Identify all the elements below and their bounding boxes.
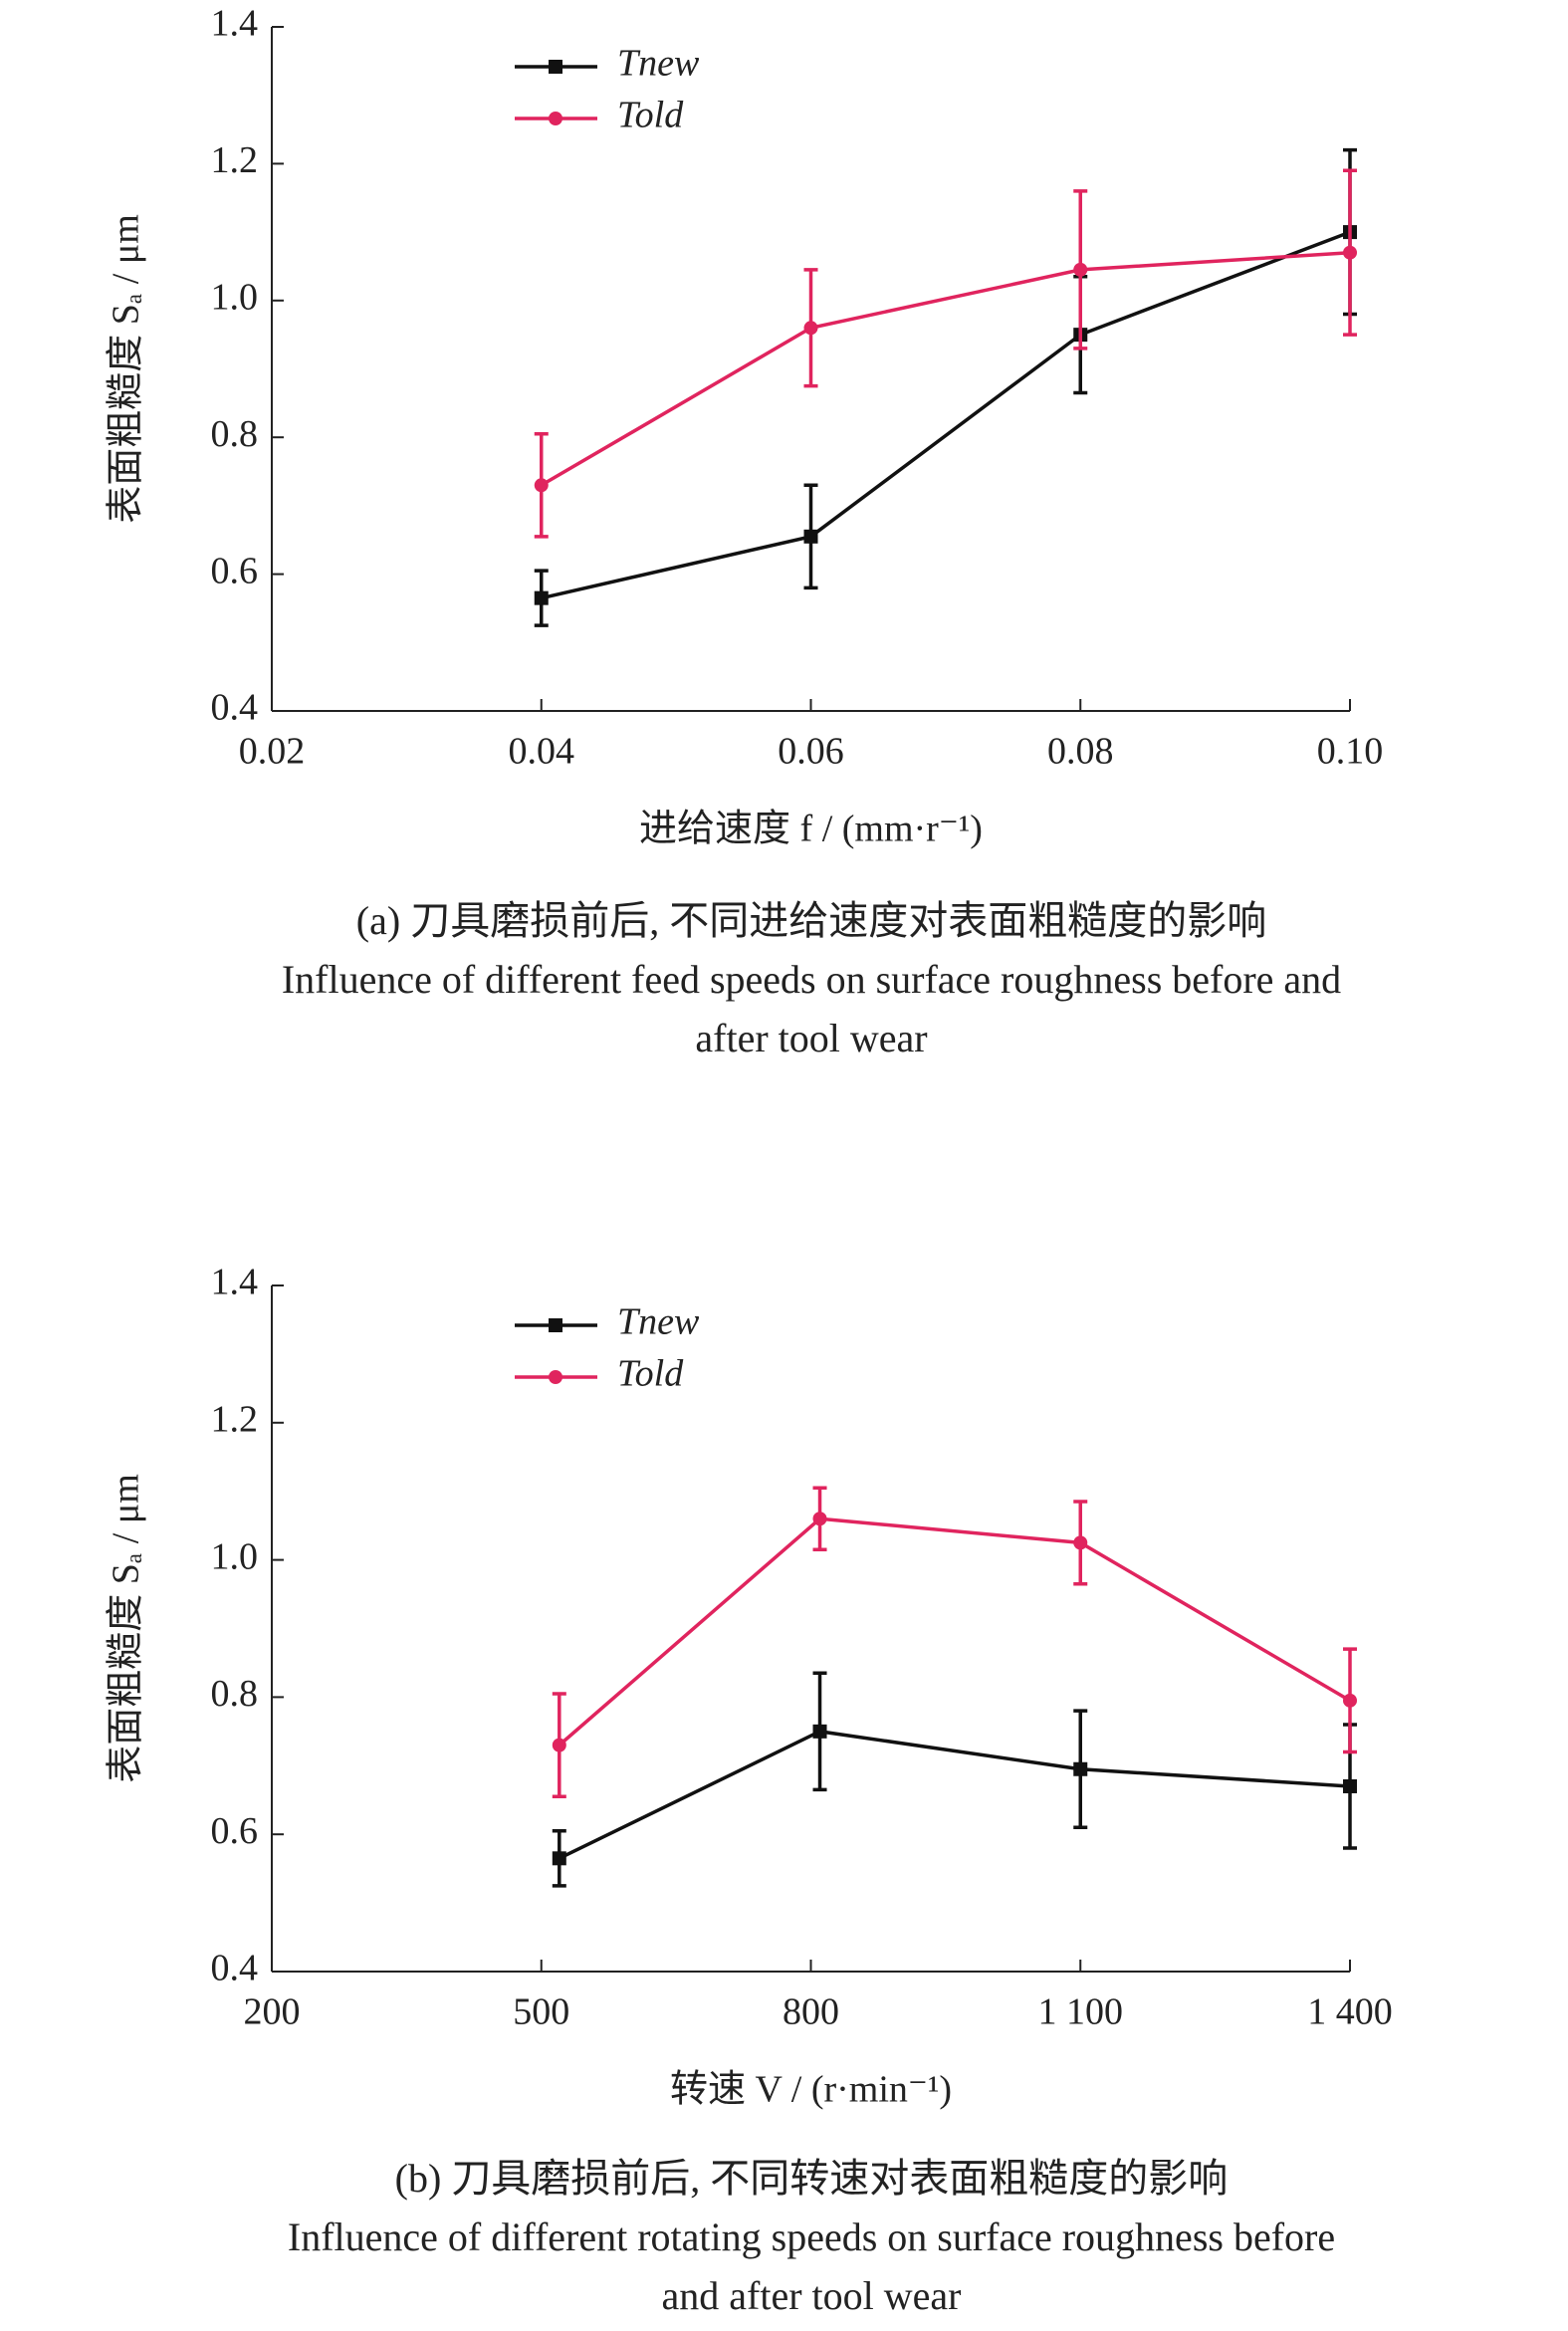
marker bbox=[552, 1851, 566, 1866]
marker bbox=[803, 529, 818, 544]
y-tick-label: 0.6 bbox=[211, 1810, 259, 1852]
y-tick-label: 0.6 bbox=[211, 550, 259, 591]
caption-line: Influence of different rotating speeds o… bbox=[288, 2214, 1335, 2259]
legend-label: Told bbox=[617, 1353, 684, 1395]
y-axis-label: 表面粗糙度 Sₐ / μm bbox=[106, 1474, 147, 1783]
marker bbox=[1343, 1693, 1357, 1708]
series-line bbox=[558, 1516, 1351, 1747]
x-tick-label: 200 bbox=[244, 1991, 301, 2033]
marker bbox=[534, 478, 549, 493]
legend-marker bbox=[549, 1370, 562, 1384]
series-line bbox=[540, 250, 1351, 487]
caption-line: (a) 刀具磨损前后, 不同进给速度对表面粗糙度的影响 bbox=[356, 898, 1266, 943]
y-axis-label: 表面粗糙度 Sₐ / μm bbox=[106, 214, 147, 524]
legend-marker bbox=[549, 60, 562, 74]
legend-label: Tnew bbox=[617, 43, 700, 85]
y-tick-label: 0.4 bbox=[211, 1948, 259, 1989]
y-tick-label: 1.2 bbox=[211, 1399, 259, 1441]
x-axis-label: 转速 V / (r·min⁻¹) bbox=[670, 2069, 952, 2111]
y-tick-label: 0.8 bbox=[211, 1673, 259, 1715]
x-tick-label: 1 100 bbox=[1038, 1991, 1124, 2033]
marker bbox=[552, 1738, 566, 1752]
series-line bbox=[559, 1730, 1351, 1860]
y-tick-label: 1.0 bbox=[211, 1535, 259, 1577]
marker bbox=[812, 1512, 827, 1526]
x-tick-label: 0.10 bbox=[1317, 731, 1384, 773]
marker bbox=[1073, 1761, 1088, 1776]
y-tick-label: 1.4 bbox=[211, 3, 259, 45]
marker bbox=[534, 590, 549, 605]
x-tick-label: 0.06 bbox=[778, 731, 844, 773]
y-tick-label: 1.0 bbox=[211, 277, 259, 319]
y-tick-label: 0.4 bbox=[211, 687, 259, 729]
y-tick-label: 1.2 bbox=[211, 139, 259, 181]
series-line bbox=[541, 230, 1351, 600]
caption-line: after tool wear bbox=[695, 1016, 927, 1060]
x-tick-label: 1 400 bbox=[1307, 1991, 1393, 2033]
caption-line: and after tool wear bbox=[662, 2273, 962, 2318]
legend-label: Told bbox=[617, 95, 684, 136]
x-tick-label: 800 bbox=[783, 1991, 839, 2033]
caption-line: Influence of different feed speeds on su… bbox=[282, 957, 1341, 1002]
marker bbox=[812, 1724, 827, 1739]
y-tick-label: 1.4 bbox=[211, 1262, 259, 1303]
marker bbox=[1073, 262, 1088, 277]
caption-line: (b) 刀具磨损前后, 不同转速对表面粗糙度的影响 bbox=[395, 2156, 1229, 2201]
marker bbox=[1343, 245, 1357, 260]
legend-marker bbox=[549, 112, 562, 125]
marker bbox=[1343, 1778, 1357, 1793]
x-tick-label: 500 bbox=[513, 1991, 569, 2033]
marker bbox=[1073, 1535, 1088, 1550]
x-axis-label: 进给速度 f / (mm·r⁻¹) bbox=[639, 809, 983, 850]
legend-marker bbox=[549, 1318, 562, 1332]
x-tick-label: 0.02 bbox=[239, 731, 306, 773]
y-tick-label: 0.8 bbox=[211, 413, 259, 455]
x-tick-label: 0.08 bbox=[1047, 731, 1114, 773]
x-tick-label: 0.04 bbox=[509, 731, 575, 773]
legend-label: Tnew bbox=[617, 1301, 700, 1343]
marker bbox=[803, 321, 818, 336]
